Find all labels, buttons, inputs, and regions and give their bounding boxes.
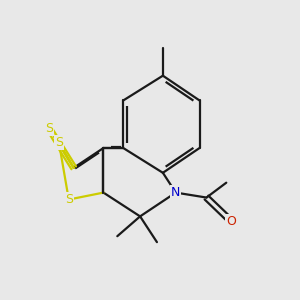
- Text: N: N: [171, 186, 180, 199]
- Text: S: S: [45, 122, 53, 135]
- Text: S: S: [65, 193, 73, 206]
- Text: S: S: [55, 136, 63, 148]
- Text: O: O: [226, 215, 236, 228]
